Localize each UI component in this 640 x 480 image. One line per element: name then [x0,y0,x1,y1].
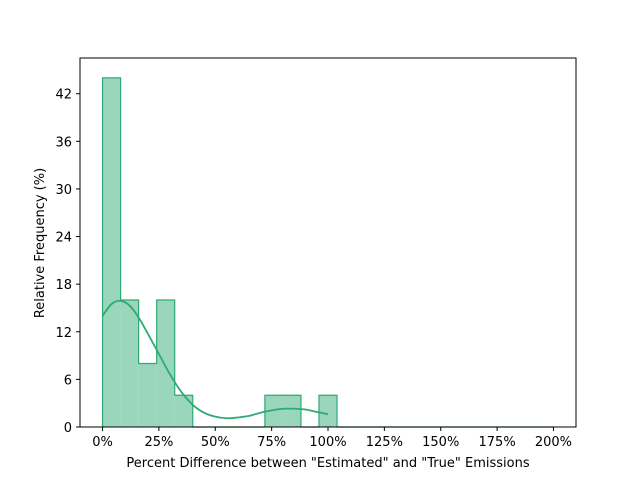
y-axis-ticks: 0 6 12 18 24 30 36 42 [55,88,80,436]
x-tick-label: 175% [479,435,516,450]
histogram-bar [282,395,301,427]
kde-curve [101,299,329,420]
x-tick-label: 100% [309,435,346,450]
y-tick-label: 12 [55,326,72,341]
histogram-bar [138,363,157,427]
kde-layer [101,299,329,420]
y-tick-label: 30 [55,183,72,198]
x-tick-label: 0% [92,435,113,450]
histogram-bar [264,395,283,427]
y-tick-label: 0 [64,421,72,436]
x-tick-label: 125% [366,435,403,450]
x-tick-label: 75% [257,435,286,450]
y-tick-label: 18 [55,278,72,293]
y-tick-label: 36 [55,135,72,150]
y-tick-label: 42 [55,88,72,103]
histogram-bar [318,395,338,427]
x-tick-label: 25% [144,435,173,450]
y-tick-label: 24 [55,231,72,246]
x-tick-label: 200% [535,435,572,450]
x-axis-label: Percent Difference between "Estimated" a… [126,456,529,471]
y-tick-label: 6 [64,373,72,388]
histogram-bar [102,77,121,427]
x-axis-ticks: 0% 25% 50% 75% 100% 125% 150% 175% 200% [92,427,572,450]
y-axis-label: Relative Frequency (%) [33,168,48,318]
bars-layer [101,77,554,428]
x-tick-label: 150% [422,435,459,450]
histogram-bar [120,300,139,427]
x-tick-label: 50% [201,435,230,450]
histogram-bar [174,395,193,427]
histogram-bar [156,300,175,427]
